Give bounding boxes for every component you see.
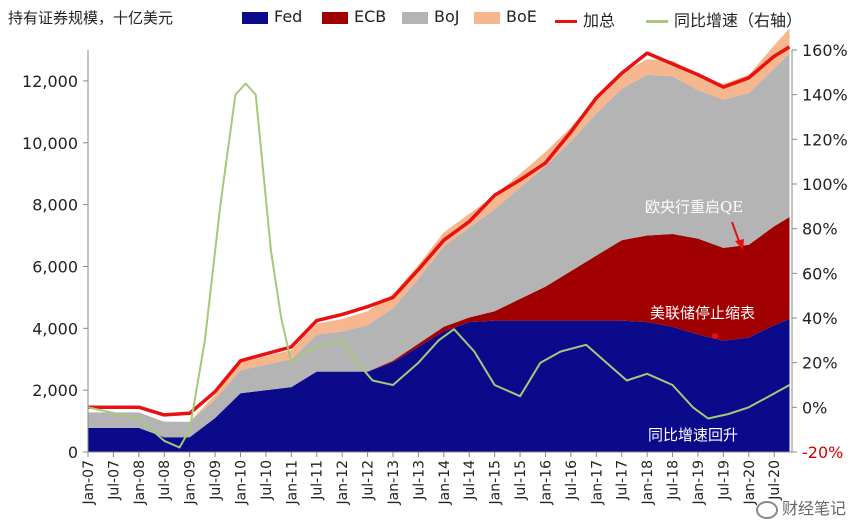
y-right-tick-label: 40% [802, 309, 838, 328]
x-tick-label: Jul-11 [310, 460, 326, 501]
x-tick-label: Jan-08 [132, 460, 148, 505]
y-right-tick-label: 160% [802, 41, 848, 60]
x-tick-label: Jan-10 [233, 460, 249, 505]
x-tick-label: Jan-17 [589, 460, 605, 505]
line-yoy-growth [87, 82, 790, 449]
x-tick-label: Jul-18 [666, 460, 682, 501]
x-tick-label: Jan-07 [81, 460, 97, 505]
x-tick-label: Jul-17 [615, 460, 631, 501]
x-tick-label: Jul-08 [157, 460, 173, 501]
legend: 持有证券规模，十亿美元 Fed ECB BoJ BoE 加总 同比增速（右轴） [0, 4, 864, 31]
chart-title: 持有证券规模，十亿美元 [8, 9, 174, 27]
annotation-fed-stop-taper: 美联储停止缩表 [650, 304, 755, 322]
watermark-text: 财经笔记 [781, 499, 846, 518]
legend-item-fed: Fed [242, 7, 302, 26]
x-tick-label: Jul-10 [259, 460, 275, 501]
y-left-tick-label: 0 [68, 443, 78, 462]
y-right-tick-label: 120% [802, 130, 848, 149]
x-tick-label: Jan-15 [488, 460, 504, 505]
legend-swatch-fed [242, 11, 268, 24]
legend-label-boj: BoJ [434, 7, 460, 26]
y-right-tick-label: 0% [802, 398, 827, 417]
y-right-tick-label: 60% [802, 264, 838, 283]
x-tick-label: Jan-14 [437, 460, 453, 506]
area-boj [88, 53, 790, 438]
legend-swatch-boe [474, 11, 500, 24]
y-right-tick-label: -20% [802, 443, 843, 462]
legend-label-yoy: 同比增速（右轴） [674, 11, 803, 30]
legend-swatch-total [555, 20, 577, 23]
x-tick-label: Jul-09 [208, 460, 224, 501]
y-left-tick-label: 10,000 [22, 134, 78, 153]
legend-item-yoy: 同比增速（右轴） [646, 7, 802, 31]
legend-swatch-boj [402, 11, 428, 24]
area-ecb [88, 217, 790, 438]
x-tick-label: Jul-12 [361, 460, 377, 501]
x-tick-label: Jan-11 [284, 460, 300, 505]
x-tick-label: Jul-19 [716, 460, 732, 501]
x-tick-label: Jul-16 [564, 460, 580, 501]
annotation-yoy-rebound: 同比增速回升 [648, 426, 738, 444]
x-tick-label: Jan-19 [691, 460, 707, 505]
legend-label-boe: BoE [506, 7, 537, 26]
annotation-arrowhead-ecb [735, 239, 744, 250]
y-left-tick-label: 8,000 [32, 196, 78, 215]
x-tick-label: Jul-15 [513, 460, 529, 501]
legend-swatch-ecb [322, 11, 348, 24]
legend-item-boj: BoJ [402, 7, 459, 26]
y-left-tick-label: 6,000 [32, 257, 78, 276]
x-tick-label: Jan-20 [742, 460, 758, 505]
area-fed [88, 319, 790, 452]
y-left-tick-label: 4,000 [32, 319, 78, 338]
legend-item-boe: BoE [474, 7, 537, 26]
watermark: 财经笔记 [755, 495, 846, 519]
y-right-tick-label: 100% [802, 175, 848, 194]
x-tick-label: Jan-09 [183, 460, 199, 505]
legend-swatch-yoy [646, 20, 668, 23]
x-tick-label: Jan-12 [335, 460, 351, 505]
x-tick-label: Jan-13 [386, 460, 402, 505]
annotation-marker-fed [712, 333, 718, 339]
y-right-tick-label: 80% [802, 220, 838, 239]
line-total [88, 45, 791, 417]
wechat-icon [755, 500, 778, 519]
y-left-tick-label: 2,000 [32, 381, 78, 400]
x-tick-label: Jul-14 [462, 460, 478, 501]
legend-item-ecb: ECB [322, 7, 386, 26]
x-tick-label: Jul-13 [411, 460, 427, 501]
legend-label-fed: Fed [274, 7, 303, 26]
y-left-tick-label: 12,000 [22, 72, 78, 91]
legend-label-total: 加总 [583, 11, 616, 30]
x-tick-label: Jan-18 [640, 460, 656, 505]
y-right-tick-label: 20% [802, 354, 838, 373]
x-tick-label: Jul-07 [106, 460, 122, 501]
annotation-ecb-restart-qe: 欧央行重启QE [645, 198, 743, 216]
legend-label-ecb: ECB [354, 7, 387, 26]
legend-item-total: 加总 [555, 7, 615, 31]
x-tick-label: Jul-20 [767, 460, 783, 501]
y-right-tick-label: 140% [802, 86, 848, 105]
x-tick-label: Jan-16 [538, 460, 554, 506]
